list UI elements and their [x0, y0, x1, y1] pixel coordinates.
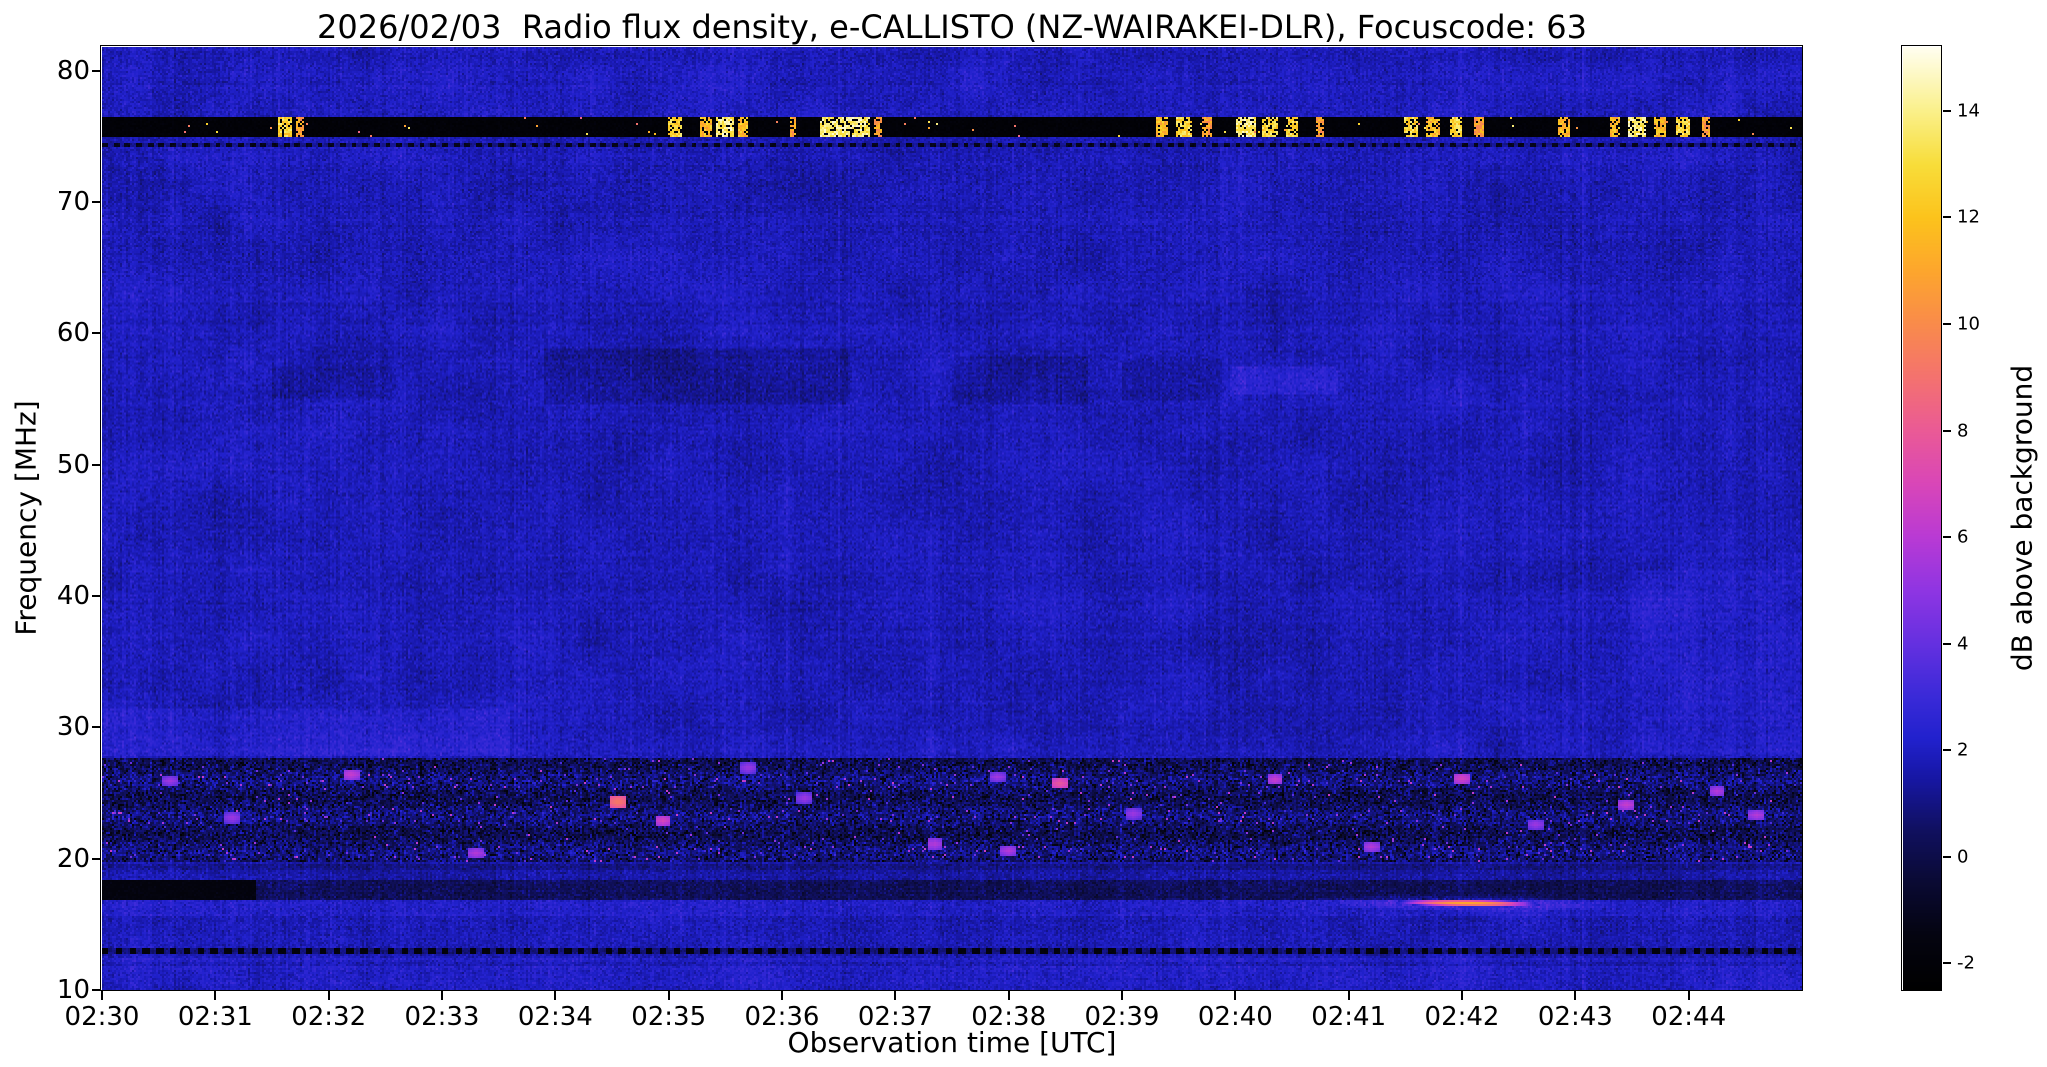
colorbar-tick-mark — [1943, 749, 1951, 752]
x-tick-label: 02:32 — [291, 1002, 367, 1032]
colorbar-tick-mark — [1943, 536, 1951, 539]
y-tick-mark — [92, 726, 101, 729]
colorbar-label: dB above background — [2005, 364, 2039, 672]
x-tick-mark — [894, 991, 897, 1000]
colorbar-tick-mark — [1943, 109, 1951, 112]
y-tick-label: 40 — [56, 580, 90, 611]
x-tick-label: 02:33 — [404, 1002, 480, 1032]
y-tick-label: 10 — [56, 975, 90, 1005]
x-tick-label: 02:42 — [1424, 1002, 1500, 1032]
x-tick-label: 02:35 — [631, 1002, 707, 1032]
y-tick-label: 70 — [56, 186, 90, 217]
spectrogram-canvas — [102, 47, 1802, 990]
colorbar-tick-mark — [1943, 962, 1951, 965]
y-tick-label: 20 — [56, 843, 90, 874]
x-tick-mark — [1121, 991, 1123, 1000]
x-tick-mark — [1234, 991, 1237, 1000]
x-tick-label: 02:41 — [1311, 1002, 1387, 1032]
colorbar-tick-mark — [1943, 642, 1951, 645]
y-tick-mark — [92, 594, 101, 597]
x-axis-label: Observation time [UTC] — [787, 1026, 1117, 1059]
x-tick-mark — [554, 991, 557, 1000]
x-tick-label: 02:34 — [517, 1002, 593, 1032]
colorbar-tick-mark — [1943, 429, 1951, 432]
x-tick-mark — [1007, 991, 1010, 1000]
chart-title: 2026/02/03 Radio flux density, e-CALLIST… — [317, 8, 1587, 46]
colorbar-canvas — [1903, 47, 1941, 990]
x-tick-mark — [1687, 991, 1690, 1000]
x-tick-label: 02:36 — [744, 1002, 820, 1032]
colorbar-tick-label: 14 — [1957, 100, 1980, 122]
colorbar-tick-label: -2 — [1957, 952, 1975, 974]
x-tick-mark — [1461, 991, 1463, 1000]
colorbar-tick-mark — [1943, 323, 1951, 326]
y-tick-mark — [92, 463, 101, 466]
colorbar-tick-label: 6 — [1957, 526, 1969, 548]
x-tick-mark — [1574, 991, 1577, 1000]
colorbar-tick-label: 2 — [1957, 739, 1969, 761]
colorbar-tick-label: 12 — [1957, 206, 1980, 228]
colorbar-tick-label: 4 — [1957, 633, 1969, 655]
x-tick-label: 02:37 — [857, 1002, 933, 1032]
y-tick-label: 50 — [56, 449, 90, 480]
colorbar-tick-label: 10 — [1957, 313, 1980, 335]
x-tick-label: 02:43 — [1537, 1002, 1613, 1032]
x-tick-mark — [667, 991, 670, 1000]
x-tick-mark — [101, 991, 103, 1000]
colorbar-tick-label: 8 — [1957, 420, 1969, 442]
x-tick-mark — [327, 991, 330, 1000]
y-tick-label: 80 — [56, 55, 90, 86]
x-tick-label: 02:31 — [177, 1002, 253, 1032]
x-tick-mark — [214, 991, 217, 1000]
x-tick-label: 02:44 — [1651, 1002, 1727, 1032]
colorbar-tick-label: 0 — [1957, 846, 1969, 868]
x-tick-mark — [441, 991, 443, 1000]
x-tick-label: 02:30 — [64, 1002, 140, 1032]
y-tick-mark — [92, 200, 101, 203]
y-tick-label: 30 — [56, 712, 90, 743]
y-tick-mark — [92, 332, 101, 335]
y-tick-label: 60 — [56, 318, 90, 349]
x-tick-label: 02:38 — [971, 1002, 1047, 1032]
x-tick-label: 02:40 — [1197, 1002, 1273, 1032]
colorbar-tick-mark — [1943, 855, 1951, 858]
y-tick-mark — [92, 857, 101, 860]
colorbar-tick-mark — [1943, 216, 1951, 219]
x-tick-mark — [1347, 991, 1350, 1000]
x-tick-mark — [781, 991, 783, 1000]
y-tick-mark — [92, 989, 101, 991]
x-tick-label: 02:39 — [1084, 1002, 1160, 1032]
y-tick-mark — [92, 69, 101, 72]
